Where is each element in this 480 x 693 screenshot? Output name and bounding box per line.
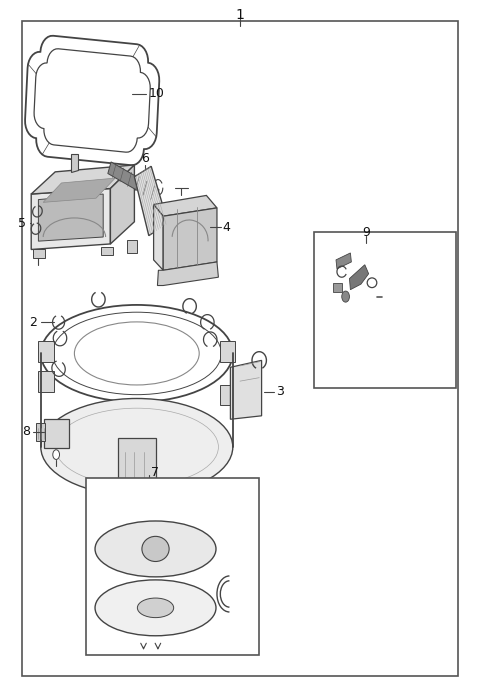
Bar — [220, 341, 235, 362]
Polygon shape — [154, 195, 217, 216]
Bar — [333, 283, 342, 292]
Bar — [127, 240, 137, 253]
Polygon shape — [154, 204, 163, 270]
Ellipse shape — [41, 398, 233, 495]
Bar — [38, 371, 54, 392]
Polygon shape — [31, 188, 110, 249]
Polygon shape — [31, 165, 134, 194]
Bar — [314, 232, 456, 388]
Polygon shape — [110, 165, 134, 244]
Ellipse shape — [95, 580, 216, 635]
Text: 9: 9 — [362, 226, 370, 238]
Polygon shape — [336, 253, 351, 269]
Polygon shape — [163, 208, 217, 270]
Polygon shape — [157, 262, 218, 286]
Bar — [118, 438, 156, 490]
Polygon shape — [134, 166, 168, 236]
Ellipse shape — [95, 521, 216, 577]
Bar — [33, 249, 45, 258]
Bar — [38, 341, 54, 362]
Ellipse shape — [142, 536, 169, 561]
Circle shape — [342, 291, 349, 302]
Text: 1: 1 — [236, 8, 244, 22]
Text: 3: 3 — [276, 385, 284, 398]
Text: 2: 2 — [30, 316, 37, 328]
Bar — [101, 247, 113, 255]
Bar — [44, 419, 69, 448]
Text: 4: 4 — [222, 221, 230, 234]
Polygon shape — [43, 178, 115, 202]
Polygon shape — [38, 194, 103, 241]
Text: 6: 6 — [142, 152, 149, 165]
Text: 8: 8 — [22, 426, 30, 438]
Ellipse shape — [137, 598, 174, 617]
Polygon shape — [230, 360, 262, 419]
Polygon shape — [349, 265, 369, 290]
Text: 10: 10 — [149, 87, 165, 100]
Polygon shape — [71, 154, 78, 172]
Bar — [36, 423, 45, 441]
Circle shape — [53, 450, 60, 459]
Bar — [86, 478, 259, 655]
Text: 5: 5 — [18, 217, 26, 229]
Text: 7: 7 — [151, 466, 158, 479]
Bar — [220, 385, 235, 405]
Polygon shape — [108, 162, 159, 201]
